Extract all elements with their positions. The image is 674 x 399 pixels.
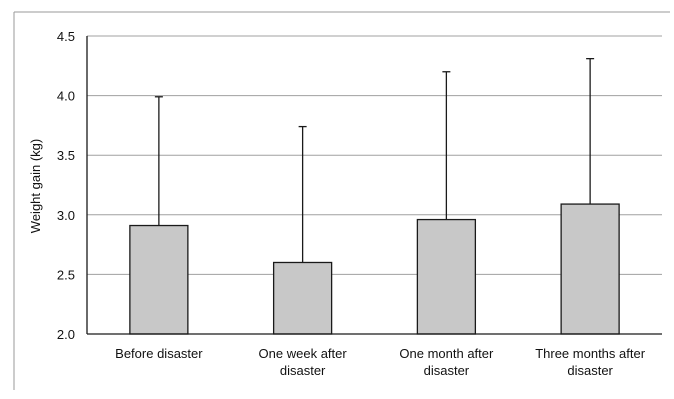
bars (129, 203, 620, 335)
y-tick-label: 2.0 (57, 327, 75, 342)
y-tick-label: 4.0 (57, 89, 75, 104)
x-category-label: One month after disaster (399, 346, 494, 378)
x-category-label-line: One month after (399, 346, 494, 361)
error-bars (154, 57, 595, 263)
y-tick-label: 2.5 (57, 267, 75, 282)
y-axis-title: Weight gain (kg) (28, 139, 43, 233)
x-category-label-line: Before disaster (115, 346, 203, 361)
x-category-label: One week after disaster (259, 346, 348, 378)
x-category-labels: Before disaster One week after disasterOne… (115, 346, 646, 378)
x-category-label-line: Three months after (535, 346, 645, 361)
bar (416, 218, 477, 335)
x-category-label-line: disaster (280, 363, 326, 378)
x-category-label-line: One week after (259, 346, 348, 361)
axes (86, 36, 662, 335)
y-tick-label: 4.5 (57, 29, 75, 44)
y-tick-label: 3.0 (57, 208, 75, 223)
x-category-label-line: disaster (567, 363, 613, 378)
bar (129, 224, 189, 335)
bar (560, 203, 620, 335)
x-category-label: Before disaster (115, 346, 203, 361)
y-tick-labels: 2.0 2.5 3.0 3.5 4.0 4.5 (57, 29, 75, 342)
x-category-label: Three months after disaster (535, 346, 645, 378)
bar (272, 261, 333, 335)
x-category-label-line: disaster (424, 363, 470, 378)
y-tick-label: 3.5 (57, 148, 75, 163)
